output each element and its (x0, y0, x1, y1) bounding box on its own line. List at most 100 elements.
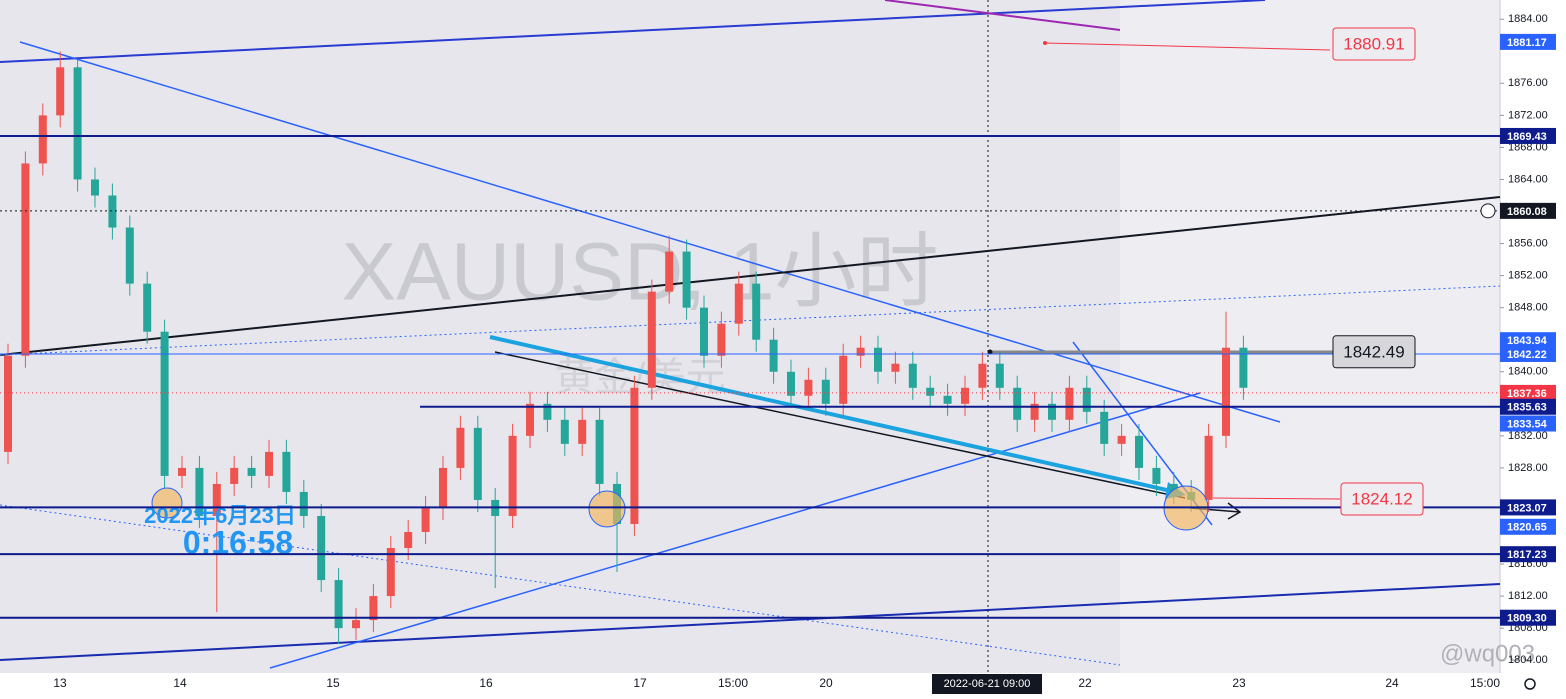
candle-body (1239, 347, 1248, 388)
candle-body (908, 363, 917, 388)
candle-body (265, 451, 273, 476)
callout-label: 1880.91 (1343, 34, 1404, 53)
callout-line (1044, 42, 1331, 51)
x-tick-label: 13 (53, 676, 67, 690)
x-tick-label: 15 (326, 676, 340, 690)
callout-line (1212, 497, 1341, 500)
arrow-line (489, 335, 1181, 495)
price-tag (1500, 609, 1556, 626)
trend-line (269, 392, 1201, 669)
trend-line (884, 0, 1121, 31)
candle-body (334, 580, 343, 629)
y-tick-label: 1852.00 (1508, 270, 1548, 282)
callout-box (1340, 482, 1424, 516)
price-tag (1500, 332, 1556, 349)
x-tick-label: 22 (1078, 676, 1092, 690)
callout-label: 1842.49 (1343, 342, 1404, 361)
price-tag (1500, 345, 1556, 362)
trend-line (0, 504, 1121, 666)
trend-line (0, 0, 1266, 63)
candle-body (752, 283, 761, 340)
candle-body (421, 507, 430, 532)
highlight-circle (588, 490, 626, 528)
settings-icon[interactable] (1524, 678, 1536, 690)
candle-body (369, 596, 378, 621)
price-tag (1500, 518, 1556, 535)
price-tag (1500, 127, 1556, 144)
price-tag (1500, 398, 1556, 415)
price-tag-label: 1860.08 (1507, 206, 1547, 218)
trend-line (0, 196, 1501, 356)
trend-line (494, 351, 1186, 499)
candle-body (1013, 387, 1022, 420)
candle-body (439, 467, 447, 508)
candle-body (178, 467, 186, 476)
candle-body (1048, 403, 1056, 420)
x-tick-label: 15:00 (718, 676, 748, 690)
y-tick-label: 1804.00 (1508, 654, 1548, 666)
watermark-subtitle: 黄金/美元 (554, 356, 725, 400)
candle-body (787, 371, 795, 396)
candle-body (230, 467, 239, 484)
candle-body (647, 291, 656, 388)
candle-body (769, 339, 778, 372)
price-tag (1500, 384, 1556, 401)
candle-body (700, 307, 708, 356)
candles (4, 51, 1248, 645)
candle-body (404, 531, 413, 549)
candle-body (717, 323, 726, 356)
candle-body (1222, 347, 1230, 436)
candle-body (1100, 411, 1109, 444)
y-tick-label: 1848.00 (1508, 302, 1548, 314)
price-tag-label: 1842.22 (1507, 349, 1547, 361)
candle-body (804, 379, 813, 396)
price-tag (1500, 415, 1556, 432)
candle-body (56, 67, 65, 116)
candle-body (4, 355, 12, 452)
y-tick-label: 1864.00 (1508, 173, 1548, 185)
candle-body (473, 427, 482, 500)
watermark-title: XAUUSD, 1小时 (342, 227, 939, 318)
x-tick-label: 16 (479, 676, 493, 690)
candle-body (682, 251, 691, 308)
callout-box (1332, 335, 1416, 369)
callout-dot (987, 349, 993, 355)
candle-body (317, 515, 326, 581)
candle-body (839, 355, 848, 404)
crosshair-x-label: 2022-06-21 09:00 (944, 678, 1031, 690)
y-tick-label: 1828.00 (1508, 462, 1548, 474)
price-tag-label: 1835.63 (1507, 402, 1547, 414)
y-tick-label: 1872.00 (1508, 109, 1548, 121)
candle-body (734, 283, 743, 324)
candle-body (299, 491, 308, 516)
y-tick-label: 1876.00 (1508, 77, 1548, 89)
candle-body (1082, 387, 1091, 412)
candle-body (352, 620, 360, 629)
candle-body (891, 363, 900, 372)
candle-body (1117, 435, 1126, 444)
price-tag-label: 1869.43 (1507, 131, 1547, 143)
price-tag-label: 1823.07 (1507, 502, 1547, 514)
price-tag-label: 1837.36 (1507, 388, 1547, 400)
candle-body (821, 379, 830, 404)
x-tick-label: 23 (1232, 676, 1246, 690)
x-tick-label: 24 (1385, 676, 1399, 690)
candle-body (73, 67, 82, 180)
candle-body (856, 347, 865, 356)
highlight-circle (151, 487, 183, 519)
x-tick-label: 20 (819, 676, 833, 690)
candle-body (21, 163, 30, 356)
candle-body (926, 387, 935, 396)
price-tag-label: 1817.23 (1507, 549, 1547, 561)
candle-body (978, 363, 987, 388)
crosshair-plus (1480, 203, 1496, 219)
candle-body (282, 451, 291, 492)
candle-body (1204, 435, 1213, 500)
candle-body (108, 195, 117, 228)
candle-body (195, 467, 204, 516)
candle-body (125, 227, 134, 284)
candle-body (595, 419, 604, 484)
y-tick-label: 1856.00 (1508, 237, 1548, 249)
candle-body (526, 403, 534, 436)
